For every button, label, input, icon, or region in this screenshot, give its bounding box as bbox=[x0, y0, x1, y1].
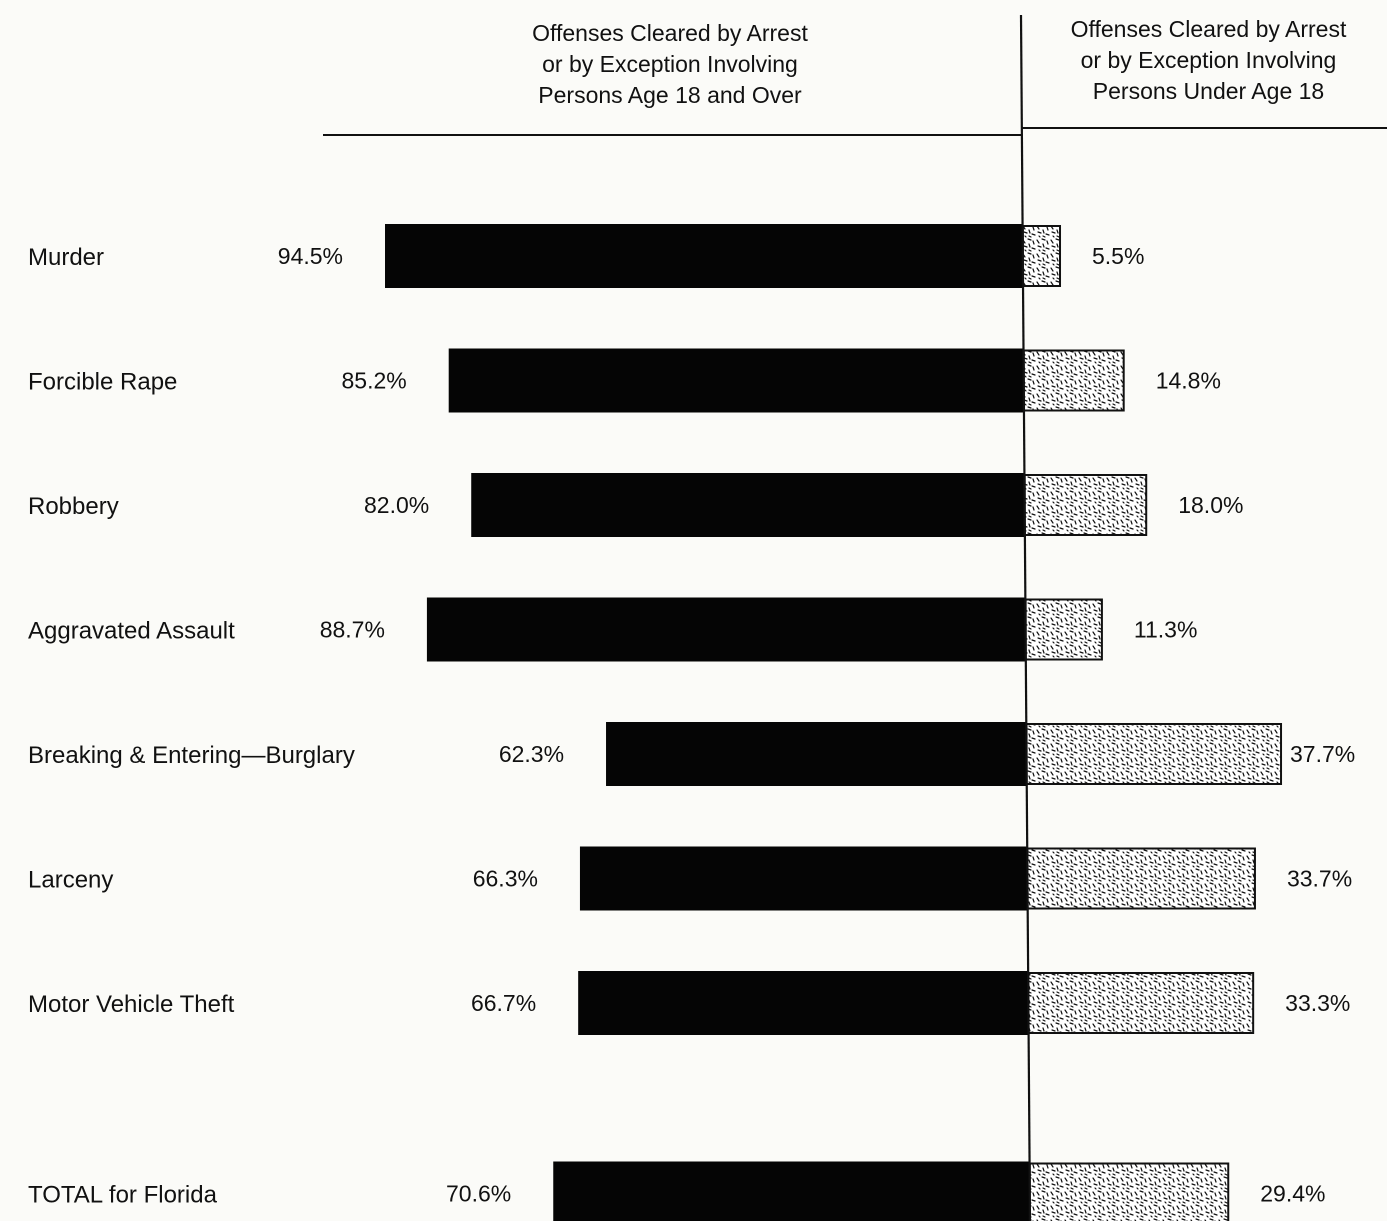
bar-age-18-and-over-larceny bbox=[579, 846, 1028, 911]
bar-under-age-18-forcible-rape bbox=[1022, 349, 1125, 412]
bar-under-age-18-murder bbox=[1021, 225, 1062, 287]
bar-age-18-and-over-robbery bbox=[471, 473, 1025, 537]
bar-age-18-and-over-total-for-florida bbox=[553, 1161, 1030, 1221]
value-label-age-18-and-over-motor-vehicle-theft: 66.7% bbox=[471, 990, 536, 1016]
value-label-age-18-and-over-forcible-rape: 85.2% bbox=[341, 368, 406, 394]
bar-age-18-and-over-breaking-entering-burglary bbox=[606, 722, 1027, 786]
bar-under-age-18-motor-vehicle-theft bbox=[1027, 972, 1255, 1034]
value-label-age-18-and-over-robbery: 82.0% bbox=[364, 492, 429, 518]
category-label-robbery: Robbery bbox=[28, 493, 119, 520]
category-label-murder: Murder bbox=[28, 244, 104, 271]
value-label-under-age-18-robbery: 18.0% bbox=[1178, 492, 1243, 518]
divider-axis bbox=[1019, 14, 1032, 1221]
category-label-aggravated-assault: Aggravated Assault bbox=[28, 618, 235, 645]
value-label-under-age-18-total-for-florida: 29.4% bbox=[1260, 1181, 1325, 1207]
category-label-larceny: Larceny bbox=[28, 867, 113, 894]
bar-age-18-and-over-motor-vehicle-theft bbox=[578, 971, 1029, 1035]
bar-under-age-18-total-for-florida bbox=[1028, 1162, 1230, 1221]
value-label-under-age-18-motor-vehicle-theft: 33.3% bbox=[1285, 990, 1350, 1016]
bar-age-18-and-over-murder bbox=[385, 224, 1023, 288]
bar-age-18-and-over-forcible-rape bbox=[448, 348, 1024, 413]
value-label-under-age-18-aggravated-assault: 11.3% bbox=[1134, 617, 1198, 643]
category-label-forcible-rape: Forcible Rape bbox=[28, 369, 177, 396]
value-label-age-18-and-over-aggravated-assault: 88.7% bbox=[320, 617, 385, 643]
value-label-under-age-18-larceny: 33.7% bbox=[1287, 866, 1352, 892]
bar-under-age-18-aggravated-assault bbox=[1024, 598, 1103, 661]
bar-under-age-18-robbery bbox=[1023, 474, 1148, 536]
bar-age-18-and-over-aggravated-assault bbox=[426, 597, 1026, 662]
header-under-age-18: Offenses Cleared by Arrest or by Excepti… bbox=[1070, 16, 1347, 104]
category-label-motor-vehicle-theft: Motor Vehicle Theft bbox=[28, 991, 235, 1018]
value-label-age-18-and-over-murder: 94.5% bbox=[278, 243, 343, 269]
bar-under-age-18-breaking-entering-burglary bbox=[1025, 723, 1283, 785]
category-label-total-for-florida: TOTAL for Florida bbox=[28, 1182, 218, 1209]
value-label-under-age-18-forcible-rape: 14.8% bbox=[1156, 368, 1221, 394]
value-label-age-18-and-over-breaking-entering-burglary: 62.3% bbox=[499, 741, 564, 767]
header-age-18-and-over: Offenses Cleared by Arrest or by Excepti… bbox=[532, 20, 808, 108]
value-label-age-18-and-over-larceny: 66.3% bbox=[473, 866, 538, 892]
value-label-under-age-18-murder: 5.5% bbox=[1092, 243, 1144, 269]
value-label-under-age-18-breaking-entering-burglary: 37.7% bbox=[1290, 741, 1355, 767]
category-label-breaking-entering-burglary: Breaking & Entering—Burglary bbox=[28, 742, 355, 769]
value-label-age-18-and-over-total-for-florida: 70.6% bbox=[446, 1181, 511, 1207]
bar-under-age-18-larceny bbox=[1026, 847, 1256, 910]
